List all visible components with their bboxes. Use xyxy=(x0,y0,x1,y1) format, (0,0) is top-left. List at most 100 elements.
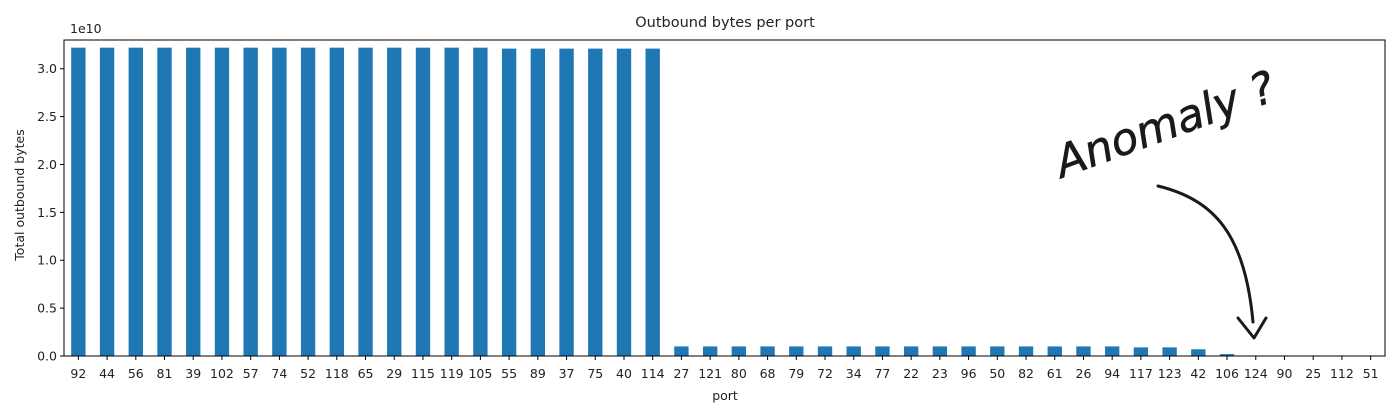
x-tick-label: 42 xyxy=(1190,366,1206,381)
x-tick-label: 118 xyxy=(325,366,349,381)
x-tick-label: 77 xyxy=(874,366,890,381)
bar-29 xyxy=(387,48,401,356)
x-tick-label: 81 xyxy=(157,366,173,381)
chart-title: Outbound bytes per port xyxy=(635,15,815,31)
bar-89 xyxy=(531,49,545,356)
bar-50 xyxy=(990,346,1004,356)
x-tick-label: 124 xyxy=(1244,366,1268,381)
bar-102 xyxy=(215,48,229,356)
y-axis: 0.0 0.5 1.0 1.5 2.0 2.5 3.0 xyxy=(37,61,64,363)
bar-27 xyxy=(674,346,688,356)
bar-114 xyxy=(646,49,660,356)
y-scale-label: 1e10 xyxy=(70,21,102,36)
bar-118 xyxy=(330,48,344,356)
annotation-arrow xyxy=(1158,186,1253,322)
bar-52 xyxy=(301,48,315,356)
x-tick-label: 117 xyxy=(1129,366,1153,381)
x-tick-label: 57 xyxy=(243,366,259,381)
x-tick-label: 74 xyxy=(271,366,287,381)
x-tick-label: 90 xyxy=(1277,366,1293,381)
x-tick-label: 96 xyxy=(961,366,977,381)
x-tick-label: 119 xyxy=(440,366,464,381)
y-tick-label: 1.5 xyxy=(37,205,57,220)
x-tick-label: 72 xyxy=(817,366,833,381)
annotation-text: Anomaly ? xyxy=(1046,62,1283,190)
x-tick-label: 102 xyxy=(210,366,234,381)
x-tick-label: 114 xyxy=(641,366,665,381)
bar-94 xyxy=(1105,346,1119,356)
bar-105 xyxy=(473,48,487,356)
x-tick-label: 105 xyxy=(468,366,492,381)
bars-layer xyxy=(71,48,1263,356)
bar-79 xyxy=(789,346,803,356)
bar-117 xyxy=(1134,347,1148,356)
plot-frame xyxy=(64,40,1385,356)
x-tick-label: 80 xyxy=(731,366,747,381)
x-tick-label: 112 xyxy=(1330,366,1354,381)
x-tick-label: 23 xyxy=(932,366,948,381)
x-tick-label: 22 xyxy=(903,366,919,381)
y-tick-label: 0.5 xyxy=(37,301,57,316)
x-tick-label: 39 xyxy=(185,366,201,381)
bar-40 xyxy=(617,49,631,356)
x-tick-label: 75 xyxy=(587,366,603,381)
y-tick-label: 0.0 xyxy=(37,349,57,364)
x-tick-label: 56 xyxy=(128,366,144,381)
x-tick-label: 25 xyxy=(1305,366,1321,381)
handwritten-annotation: Anomaly ? xyxy=(1046,62,1283,338)
bar-26 xyxy=(1076,346,1090,356)
bar-96 xyxy=(961,346,975,356)
x-tick-label: 106 xyxy=(1215,366,1239,381)
bar-55 xyxy=(502,49,516,356)
bar-44 xyxy=(100,48,114,356)
bar-81 xyxy=(157,48,171,356)
bar-121 xyxy=(703,346,717,356)
x-tick-label: 79 xyxy=(788,366,804,381)
y-axis-label: Total outbound bytes xyxy=(12,129,27,261)
x-tick-label: 27 xyxy=(673,366,689,381)
x-tick-label: 26 xyxy=(1076,366,1092,381)
bar-22 xyxy=(904,346,918,356)
x-tick-label: 44 xyxy=(99,366,115,381)
x-tick-label: 123 xyxy=(1158,366,1182,381)
bar-39 xyxy=(186,48,200,356)
bar-37 xyxy=(559,49,573,356)
x-tick-label: 94 xyxy=(1104,366,1120,381)
x-tick-label: 51 xyxy=(1363,366,1379,381)
x-axis-label: port xyxy=(712,388,738,403)
bar-72 xyxy=(818,346,832,356)
x-tick-label: 29 xyxy=(386,366,402,381)
y-tick-label: 2.5 xyxy=(37,109,57,124)
bar-115 xyxy=(416,48,430,356)
bar-75 xyxy=(588,49,602,356)
bar-23 xyxy=(933,346,947,356)
bar-34 xyxy=(847,346,861,356)
x-tick-label: 40 xyxy=(616,366,632,381)
x-tick-label: 89 xyxy=(530,366,546,381)
x-tick-label: 82 xyxy=(1018,366,1034,381)
x-tick-label: 50 xyxy=(989,366,1005,381)
bar-74 xyxy=(272,48,286,356)
x-tick-label: 61 xyxy=(1047,366,1063,381)
bar-123 xyxy=(1162,347,1176,356)
x-tick-label: 37 xyxy=(559,366,575,381)
y-tick-label: 1.0 xyxy=(37,253,57,268)
x-tick-label: 34 xyxy=(846,366,862,381)
x-tick-label: 52 xyxy=(300,366,316,381)
bar-119 xyxy=(445,48,459,356)
bar-56 xyxy=(129,48,143,356)
x-tick-label: 115 xyxy=(411,366,435,381)
bar-61 xyxy=(1048,346,1062,356)
bar-92 xyxy=(71,48,85,356)
x-tick-label: 68 xyxy=(760,366,776,381)
bar-42 xyxy=(1191,349,1205,356)
bar-65 xyxy=(358,48,372,356)
y-tick-label: 3.0 xyxy=(37,61,57,76)
x-tick-label: 55 xyxy=(501,366,517,381)
y-tick-label: 2.0 xyxy=(37,157,57,172)
bar-82 xyxy=(1019,346,1033,356)
x-tick-label: 92 xyxy=(70,366,86,381)
